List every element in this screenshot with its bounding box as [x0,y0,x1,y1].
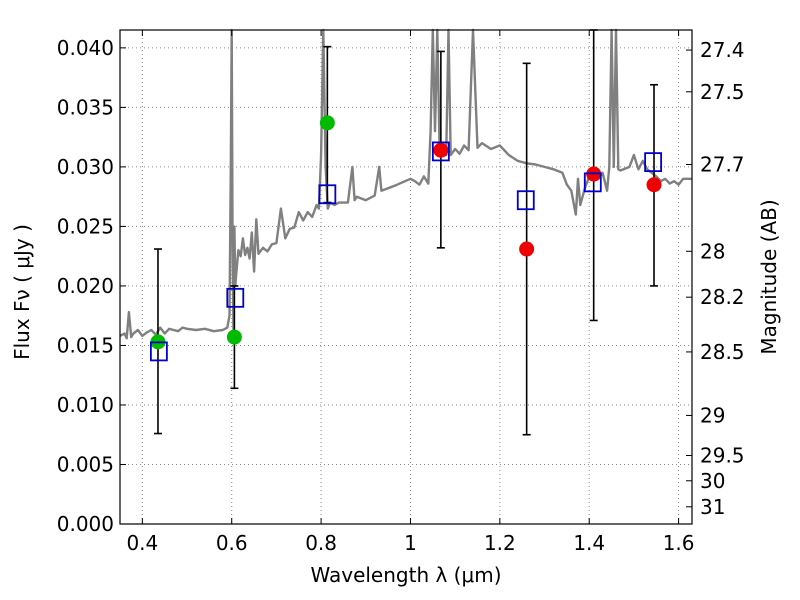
x-tick-label: 1.2 [484,531,516,555]
model-spectrum [119,28,692,340]
markers [149,115,663,362]
x-tick-label: 0.4 [126,531,158,555]
y2-tick-label: 28 [700,239,725,263]
model-photometry-square [583,172,602,193]
y2-tick-label: 28.2 [700,285,745,309]
model-photometry-square [226,287,245,308]
model-photometry-square [516,190,535,211]
y-tick-label: 0.025 [57,214,114,238]
y-tick-label: 0.040 [57,36,114,60]
y-tick-label: 0.015 [57,333,114,357]
x-tick-label: 1.6 [663,531,695,555]
axis-ticks: 0.4 0.6 0.8 1 1.2 1.4 1.6 0.000 0.005 0.010 0.015 0… [57,30,745,555]
x-tick-label: 1 [404,531,417,555]
y-tick-label: 0.030 [57,155,114,179]
y-tick-label: 0.020 [57,274,114,298]
y-tick-label: 0.005 [57,452,114,476]
y2-tick-label: 27.7 [700,152,745,176]
model-photometry-square [644,152,663,173]
observed-flux-point [226,329,242,345]
spectrum-line [119,28,692,340]
y2-tick-label: 29 [700,403,725,427]
y-tick-label: 0.000 [57,512,114,536]
grid [120,30,692,524]
y-tick-label: 0.010 [57,393,114,417]
model-photometry-square [431,141,450,162]
model-photometry-square [149,341,168,362]
observed-flux-point [646,177,662,193]
x-axis-title: Wavelength λ (μm) [310,563,501,587]
y-tick-label: 0.035 [57,95,114,119]
y2-tick-label: 29.5 [700,443,745,467]
y2-tick-label: 30 [700,469,725,493]
x-tick-label: 1.4 [573,531,605,555]
observed-flux-point [433,142,449,158]
observed-flux-point [319,115,335,131]
y-axis-title: Flux Fν ( μJy ) [10,224,34,360]
observed-flux-point [519,241,535,257]
model-photometry-square [318,184,337,205]
y2-tick-label: 27.4 [700,38,745,62]
y2-tick-label: 27.5 [700,80,745,104]
y2-axis-title: Magnitude (AB) [757,199,781,354]
y2-tick-label: 28.5 [700,340,745,364]
y2-tick-label: 31 [700,495,725,519]
plot-frame [119,29,693,525]
x-tick-label: 0.6 [216,531,248,555]
x-tick-label: 0.8 [305,531,337,555]
